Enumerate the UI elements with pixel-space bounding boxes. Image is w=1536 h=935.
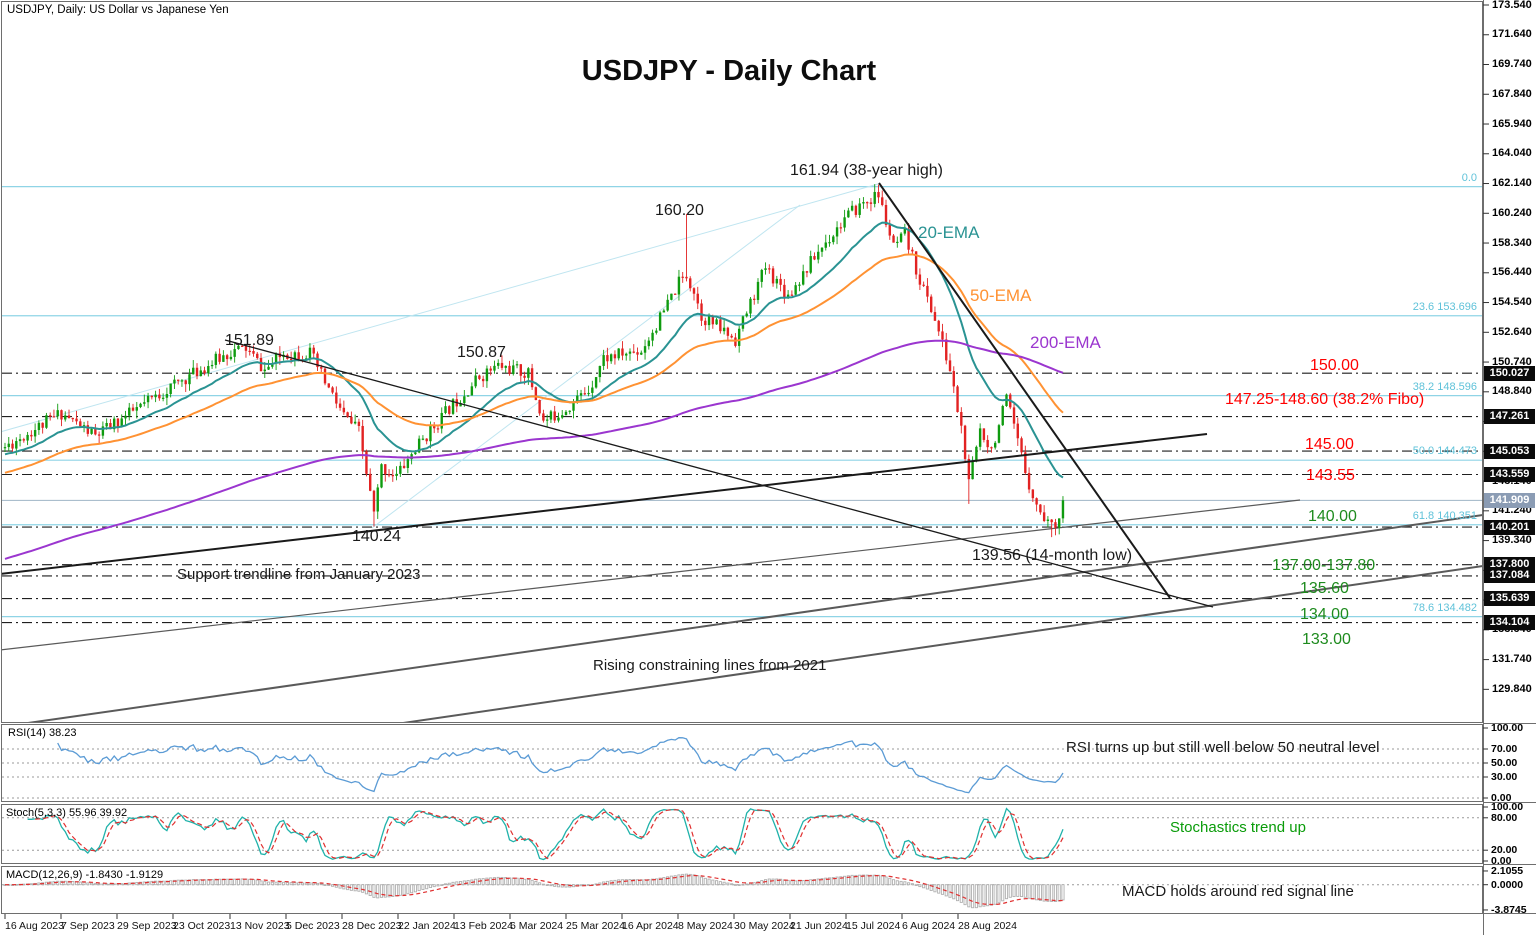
price-tick-label: 169.740 bbox=[1492, 58, 1532, 70]
price-tick-label: 162.140 bbox=[1492, 177, 1532, 190]
fibo-level-label: 23.6 153.696 bbox=[1412, 301, 1477, 313]
rsi-panel[interactable] bbox=[1, 724, 1483, 802]
high-160-label: 160.20 bbox=[655, 202, 704, 219]
res-fibo-label: 147.25-148.60 (38.2% Fibo) bbox=[1225, 391, 1425, 408]
price-level-box: 135.639 bbox=[1484, 591, 1535, 607]
res-145-label: 145.00 bbox=[1305, 436, 1354, 453]
price-tick-label: 160.240 bbox=[1492, 206, 1532, 219]
price-tick-label: 165.940 bbox=[1492, 117, 1532, 130]
date-label: 28 Aug 2024 bbox=[958, 920, 1017, 932]
date-label: 29 Sep 2023 bbox=[117, 920, 177, 932]
macd-note: MACD holds around red signal line bbox=[1122, 883, 1354, 900]
macd-indicator-label: MACD(12,26,9) -1.8430 -1.9129 bbox=[6, 869, 164, 881]
price-tick-label: 150.740 bbox=[1492, 355, 1532, 368]
price-tick-label: 167.840 bbox=[1492, 87, 1532, 100]
sup-13560-label: 135.60 bbox=[1300, 580, 1349, 597]
indicator-tick-label: 0.00 bbox=[1491, 855, 1512, 867]
ema200-label: 200-EMA bbox=[1030, 333, 1101, 352]
indicator-tick-label: 50.00 bbox=[1491, 757, 1518, 769]
indicator-tick-label: 70.00 bbox=[1491, 743, 1518, 755]
indicator-tick-label: 100.00 bbox=[1491, 722, 1524, 734]
price-tick-label: 158.340 bbox=[1492, 236, 1532, 249]
low-140-label: 140.24 bbox=[352, 528, 401, 545]
price-tick-label: 148.840 bbox=[1492, 385, 1532, 398]
high-161-label: 161.94 (38-year high) bbox=[790, 162, 943, 179]
high-151-label: 151.89 bbox=[225, 332, 274, 349]
price-tick-label: 152.640 bbox=[1492, 325, 1532, 338]
stoch-note: Stochastics trend up bbox=[1170, 819, 1306, 836]
price-level-box: 134.104 bbox=[1484, 615, 1535, 631]
rising-lines-label: Rising constraining lines from 2021 bbox=[593, 657, 827, 674]
price-tick-label: 154.540 bbox=[1492, 296, 1532, 309]
date-label: 28 Dec 2023 bbox=[342, 920, 402, 932]
date-label: 6 Mar 2024 bbox=[510, 920, 564, 932]
res-150-label: 150.00 bbox=[1310, 357, 1359, 374]
chart-title: USDJPY - Daily Chart bbox=[581, 55, 877, 87]
date-label: 25 Mar 2024 bbox=[566, 920, 625, 932]
high-150-label: 150.87 bbox=[457, 344, 506, 361]
price-tick-label: 173.540 bbox=[1492, 0, 1532, 11]
sup-133-label: 133.00 bbox=[1302, 631, 1351, 648]
price-level-box: 143.559 bbox=[1484, 467, 1535, 482]
indicator-tick-label: 0.00 bbox=[1491, 792, 1512, 804]
sup-134-label: 134.00 bbox=[1300, 606, 1349, 623]
price-level-box: 140.201 bbox=[1484, 519, 1535, 535]
fibo-level-label: 50.0 144.473 bbox=[1412, 445, 1477, 457]
price-tick-label: 139.340 bbox=[1492, 534, 1532, 547]
price-level-box: 137.084 bbox=[1484, 568, 1535, 584]
sup-140-label: 140.00 bbox=[1308, 508, 1357, 525]
price-level-box: 145.053 bbox=[1484, 443, 1535, 459]
date-label: 23 Oct 2023 bbox=[173, 920, 231, 932]
support-trendline-label: Support trendline from January 2023 bbox=[177, 566, 421, 583]
stoch-indicator-label: Stoch(5,3,3) 55.96 39.92 bbox=[6, 807, 128, 819]
rsi-indicator-label: RSI(14) 38.23 bbox=[8, 727, 77, 739]
date-label: 22 Jan 2024 bbox=[398, 920, 456, 932]
fibo-level-label: 38.2 148.596 bbox=[1412, 381, 1477, 393]
price-tick-label: 156.440 bbox=[1492, 266, 1532, 279]
indicator-tick-label: 2.1055 bbox=[1491, 864, 1524, 877]
low-139-label: 139.56 (14-month low) bbox=[972, 547, 1133, 564]
current-price-box: 141.909 bbox=[1484, 492, 1535, 508]
date-label: 30 May 2024 bbox=[734, 920, 795, 932]
price-level-box: 150.027 bbox=[1484, 365, 1535, 381]
symbol-period-label: USDJPY, Daily: US Dollar vs Japanese Yen bbox=[7, 4, 229, 16]
fibo-level-label: 0.0 bbox=[1461, 172, 1477, 184]
date-label: 8 May 2024 bbox=[678, 920, 733, 932]
indicator-tick-label: 30.00 bbox=[1491, 771, 1518, 783]
date-label: 21 Jun 2024 bbox=[790, 920, 848, 932]
indicator-tick-label: 0.0000 bbox=[1491, 878, 1524, 891]
indicator-tick-label: 100.00 bbox=[1491, 801, 1524, 813]
fibo-level-label: 61.8 140.351 bbox=[1412, 510, 1477, 522]
price-tick-label: 171.640 bbox=[1492, 28, 1532, 41]
date-label: 13 Feb 2024 bbox=[454, 920, 513, 932]
date-label: 16 Aug 2023 bbox=[5, 920, 64, 932]
price-tick-label: 129.840 bbox=[1492, 682, 1532, 695]
date-label: 5 Dec 2023 bbox=[286, 920, 340, 932]
sup-137-label: 137.00-137.80 bbox=[1272, 557, 1376, 574]
date-label: 16 Apr 2024 bbox=[622, 920, 679, 932]
date-label: 6 Aug 2024 bbox=[902, 920, 956, 932]
price-tick-label: 131.740 bbox=[1492, 653, 1532, 666]
indicator-tick-label: -3.8745 bbox=[1491, 903, 1527, 916]
indicator-tick-label: 20.00 bbox=[1491, 844, 1518, 857]
rsi-note: RSI turns up but still well below 50 neu… bbox=[1066, 739, 1380, 756]
indicator-tick-label: 80.00 bbox=[1491, 811, 1518, 824]
ema50-label: 50-EMA bbox=[970, 286, 1032, 305]
price-panel[interactable] bbox=[1, 1, 1483, 723]
date-label: 15 Jul 2024 bbox=[846, 920, 901, 932]
date-label: 13 Nov 2023 bbox=[230, 920, 290, 932]
fibo-level-label: 78.6 134.482 bbox=[1412, 602, 1477, 614]
date-label: 7 Sep 2023 bbox=[61, 920, 115, 932]
price-level-box: 147.261 bbox=[1484, 409, 1535, 425]
ema20-label: 20-EMA bbox=[918, 223, 980, 242]
price-tick-label: 164.040 bbox=[1492, 147, 1532, 160]
res-14355-label: 143.55 bbox=[1306, 467, 1355, 484]
